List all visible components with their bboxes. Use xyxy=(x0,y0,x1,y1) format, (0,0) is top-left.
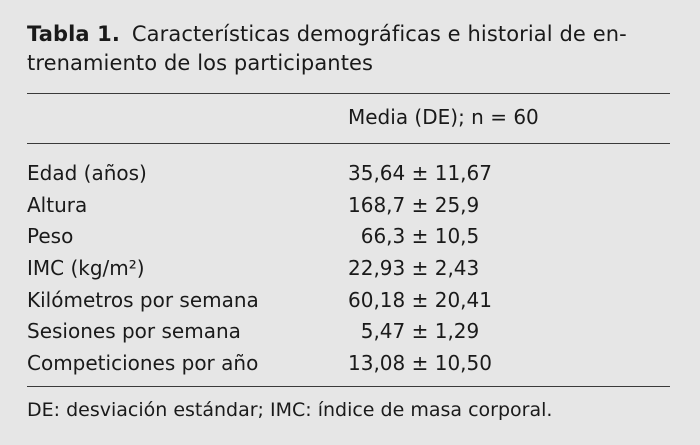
table-row: Peso 66,3 ± 10,5 xyxy=(27,221,670,253)
row-value: 5,47 ± 1,29 xyxy=(348,319,480,344)
table-row: Altura 168,7 ± 25,9 xyxy=(27,190,670,222)
row-label: Competiciones por año xyxy=(27,351,259,376)
row-value: 168,7 ± 25,9 xyxy=(348,192,480,217)
table-row: Kilómetros por semana 60,18 ± 20,41 xyxy=(27,285,670,317)
caption-title-line2: trenamiento de los participantes xyxy=(27,51,374,75)
row-value: 35,64 ± 11,67 xyxy=(348,161,492,185)
top-rule xyxy=(27,93,670,94)
row-label: Altura xyxy=(27,192,88,217)
row-value: 13,08 ± 10,50 xyxy=(348,351,492,376)
row-label: Kilómetros por semana xyxy=(27,287,259,312)
row-value: 60,18 ± 20,41 xyxy=(348,287,492,312)
caption-label: Tabla 1. xyxy=(27,22,120,46)
header-rule xyxy=(27,143,670,144)
table-row: Competiciones por año 13,08 ± 10,50 xyxy=(27,348,670,380)
row-label: Edad (años) xyxy=(27,161,147,185)
table-row: IMC (kg/m²) 22,93 ± 2,43 xyxy=(27,253,670,285)
column-header: Media (DE); n = 60 xyxy=(348,105,539,129)
row-label: IMC (kg/m²) xyxy=(27,256,145,281)
table-caption: Tabla 1. Características demográficas e h… xyxy=(27,20,667,78)
table-row: Sesiones por semana 5,47 ± 1,29 xyxy=(27,316,670,348)
table-footnote: DE: desviación estándar; IMC: índice de … xyxy=(27,399,553,421)
table-row: Edad (años) 35,64 ± 11,67 xyxy=(27,158,670,190)
row-label: Sesiones por semana xyxy=(27,319,241,344)
row-value: 66,3 ± 10,5 xyxy=(348,224,480,249)
row-value: 22,93 ± 2,43 xyxy=(348,256,480,281)
bottom-rule xyxy=(27,386,670,387)
table-body: Edad (años) 35,64 ± 11,67 Altura 168,7 ±… xyxy=(27,158,670,380)
caption-title-line1: Características demográficas e historial… xyxy=(131,22,627,46)
row-label: Peso xyxy=(27,224,74,249)
